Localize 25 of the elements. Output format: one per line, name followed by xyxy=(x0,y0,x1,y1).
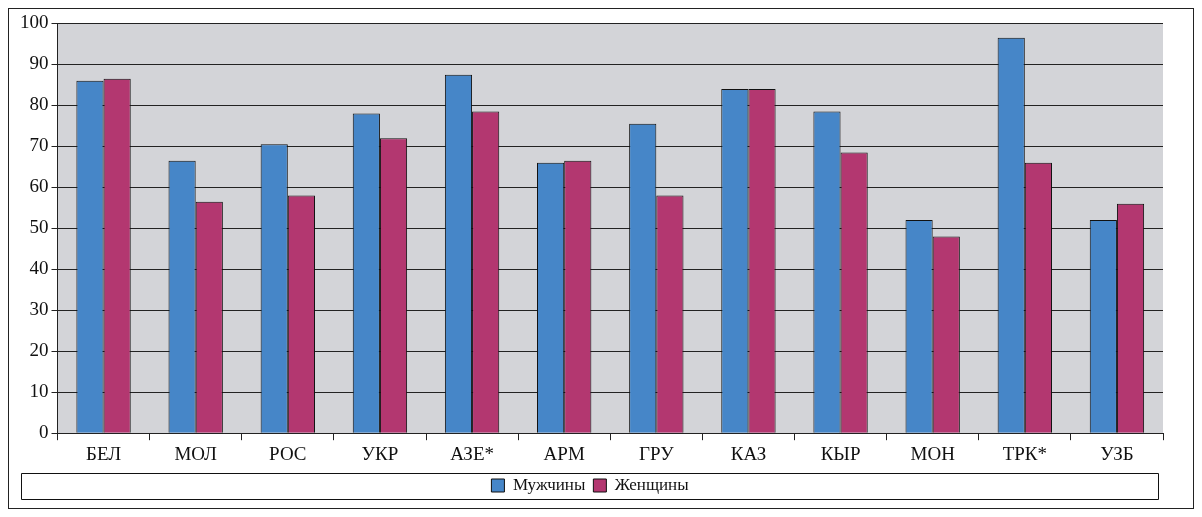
x-tick-label: УКР xyxy=(361,442,399,464)
x-tick-label: МОН xyxy=(910,442,956,464)
y-tick-label: 40 xyxy=(29,257,49,279)
y-tick-label: 80 xyxy=(29,93,49,115)
y-tick-label: 90 xyxy=(29,52,49,74)
x-tick-label: ТРК* xyxy=(1002,442,1047,464)
x-tick-label: ГРУ xyxy=(639,442,675,464)
x-tick-label: КЫР xyxy=(820,442,861,464)
y-tick-label: 30 xyxy=(29,298,49,320)
y-tick-label: 10 xyxy=(29,380,49,402)
x-tick-label: БЕЛ xyxy=(85,442,122,464)
x-tick-label: КАЗ xyxy=(730,442,767,464)
x-tick-label: УЗБ xyxy=(1100,442,1134,464)
y-tick-label: 20 xyxy=(29,339,49,361)
y-tick-label: 0 xyxy=(39,421,49,443)
x-tick-label: МОЛ xyxy=(174,442,218,464)
y-tick-label: 60 xyxy=(29,175,49,197)
x-tick-label: АЗЕ* xyxy=(450,442,494,464)
x-tick-label: АРМ xyxy=(543,442,585,464)
legend-label: Мужчины xyxy=(512,474,586,494)
x-tick-label: РОС xyxy=(269,442,307,464)
y-tick-label: 70 xyxy=(29,134,49,156)
y-tick-label: 50 xyxy=(29,216,49,238)
legend-label: Женщины xyxy=(614,474,690,494)
y-tick-label: 100 xyxy=(20,11,49,33)
